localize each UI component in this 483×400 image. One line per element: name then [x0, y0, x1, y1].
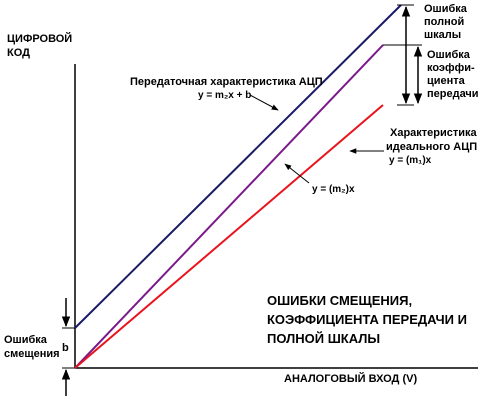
title-line1: ОШИБКИ СМЕЩЕНИЯ, — [267, 293, 412, 308]
transfer-characteristic-formula: y = m₂x + b — [198, 90, 251, 101]
gain-error-label-line2: коэффи- — [427, 62, 475, 74]
m2x-formula-label: y = (m₂)x — [312, 184, 355, 195]
transfer-characteristic-line — [74, 4, 402, 329]
m2x-label-arrow — [284, 163, 310, 184]
offset-error-label-line1: Ошибка — [4, 334, 48, 346]
title-line3: ПОЛНОЙ ШКАЛЫ — [267, 331, 380, 346]
ideal-characteristic-label-line2: идеального АЦП — [386, 141, 477, 153]
m2x-line — [74, 44, 384, 369]
ideal-characteristic-line — [74, 104, 384, 369]
fullscale-error-label-line1: Ошибка — [424, 3, 468, 15]
title-line2: КОЭФФИЦИЕНТА ПЕРЕДАЧИ И — [267, 312, 467, 327]
offset-symbol: b — [62, 342, 69, 354]
gain-error-label-line3: циента — [427, 75, 466, 87]
y-axis-label-line1: ЦИФРОВОЙ — [7, 32, 72, 45]
ideal-characteristic-label-line1: Характеристика — [390, 127, 478, 139]
ideal-characteristic-formula: y = (m₁)x — [389, 155, 432, 166]
x-axis-label: АНАЛОГОВЫЙ ВХОД (V) — [284, 372, 417, 385]
y-axis-label-line2: КОД — [7, 47, 30, 59]
fullscale-error-label-line3: шкалы — [424, 29, 461, 41]
transfer-label-arrow — [249, 94, 279, 111]
transfer-characteristic-label: Передаточная характеристика АЦП — [130, 76, 323, 88]
gain-error-label-line1: Ошибка — [427, 49, 471, 61]
offset-error-label-line2: смещения — [4, 348, 60, 360]
fullscale-error-label-line2: полной — [424, 16, 464, 28]
gain-error-label-line4: передачи — [427, 88, 479, 100]
